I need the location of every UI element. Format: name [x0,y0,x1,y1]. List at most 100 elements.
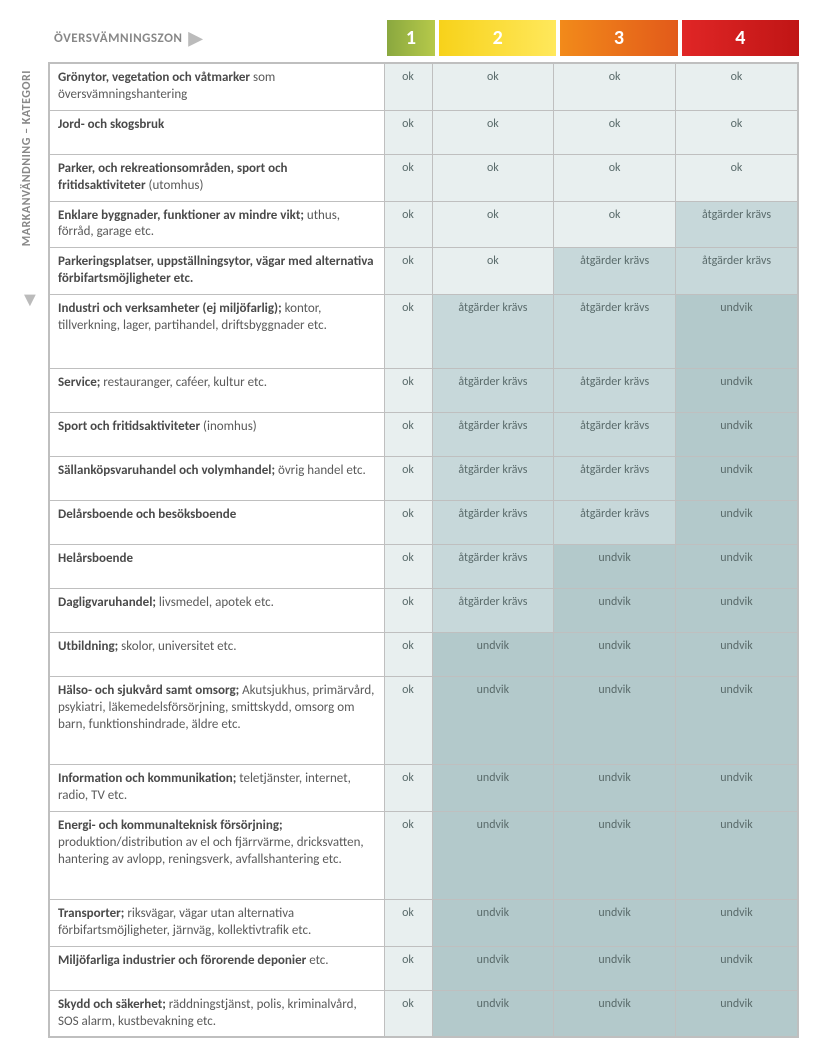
row-label-bold: Sport och fritidsaktiviteter [58,419,200,434]
cell-zone-4: ok [676,154,799,201]
arrow-right-icon: ▶ [188,29,202,47]
table-row: Energi- och kommunalteknisk försörjning;… [49,811,798,899]
table-row: Enklare byggnader, funktioner av mindre … [49,201,798,248]
cell-zone-4: undvik [676,295,799,369]
cell-zone-4: undvik [676,677,799,765]
cell-zone-2: undvik [432,633,554,677]
row-label-bold: Sällanköpsvaruhandel och volymhandel; [58,463,275,478]
cell-zone-3: undvik [554,589,676,633]
row-label-bold: Transporter; [58,906,124,921]
cell-zone-3: undvik [554,811,676,899]
cell-zone-4: undvik [676,501,799,545]
cell-zone-3: ok [554,201,676,248]
cell-zone-1: ok [384,63,432,110]
cell-zone-2: åtgärder krävs [432,295,554,369]
cell-zone-4: ok [676,63,799,110]
row-label-bold: Information och kommunikation; [58,771,236,786]
cell-zone-4: undvik [676,369,799,413]
row-label: Sport och fritidsaktiviteter (inomhus) [49,413,384,457]
cell-zone-4: åtgärder krävs [676,248,799,295]
cell-zone-2: ok [432,110,554,154]
cell-zone-2: åtgärder krävs [432,457,554,501]
cell-zone-3: åtgärder krävs [554,295,676,369]
cell-zone-3: undvik [554,765,676,812]
table-row: Information och kommunikation; teletjäns… [49,765,798,812]
cell-zone-4: undvik [676,545,799,589]
cell-zone-1: ok [384,154,432,201]
row-label-rest: produktion/distribution av el och fjärrv… [58,835,364,867]
cell-zone-1: ok [384,110,432,154]
cell-zone-2: undvik [432,677,554,765]
row-label: Skydd och säkerhet; räddningstjänst, pol… [49,990,384,1037]
cell-zone-4: undvik [676,990,799,1037]
table-row: Transporter; riksvägar, vägar utan alter… [49,899,798,946]
row-label: Energi- och kommunalteknisk försörjning;… [49,811,384,899]
row-label-bold: Helårsboende [58,551,133,566]
cell-zone-2: åtgärder krävs [432,589,554,633]
table-row: Parker, och rekreationsområden, sport oc… [49,154,798,201]
cell-zone-1: ok [384,248,432,295]
table-row: Helårsboendeokåtgärder krävsundvikundvik [49,545,798,589]
cell-zone-4: undvik [676,899,799,946]
cell-zone-3: undvik [554,545,676,589]
cell-zone-2: ok [432,154,554,201]
zone-header-3: 3 [560,20,677,56]
cell-zone-1: ok [384,633,432,677]
table-row: Utbildning; skolor, universitet etc.okun… [49,633,798,677]
cell-zone-3: åtgärder krävs [554,413,676,457]
zone-header-1: 1 [387,20,435,56]
cell-zone-4: ok [676,110,799,154]
row-label: Industri och verksamheter (ej miljöfarli… [49,295,384,369]
cell-zone-4: undvik [676,633,799,677]
row-label-rest: övrig handel etc. [275,463,366,478]
row-label-bold: Utbildning; [58,639,118,654]
header-row: ÖVERSVÄMNINGSZON ▶ 1234 [48,20,799,56]
table-row: Sällanköpsvaruhandel och volymhandel; öv… [49,457,798,501]
cell-zone-2: ok [432,201,554,248]
row-label-rest: skolor, universitet etc. [118,639,236,654]
cell-zone-3: åtgärder krävs [554,369,676,413]
table-row: Skydd och säkerhet; räddningstjänst, pol… [49,990,798,1037]
cell-zone-4: undvik [676,457,799,501]
cell-zone-1: ok [384,811,432,899]
cell-zone-1: ok [384,457,432,501]
cell-zone-2: åtgärder krävs [432,369,554,413]
row-label: Hälso- och sjukvård samt omsorg; Akutsju… [49,677,384,765]
row-label: Service; restauranger, caféer, kultur et… [49,369,384,413]
cell-zone-1: ok [384,501,432,545]
cell-zone-1: ok [384,295,432,369]
cell-zone-3: ok [554,110,676,154]
row-label: Parker, och rekreationsområden, sport oc… [49,154,384,201]
cell-zone-1: ok [384,677,432,765]
row-label: Jord- och skogsbruk [49,110,384,154]
cell-zone-4: undvik [676,589,799,633]
row-label: Dagligvaruhandel; livsmedel, apotek etc. [49,589,384,633]
cell-zone-3: åtgärder krävs [554,501,676,545]
row-label-bold: Grönytor, vegetation och våtmarker [58,70,250,85]
row-label: Parkeringsplatser, uppställningsytor, vä… [49,248,384,295]
table-row: Hälso- och sjukvård samt omsorg; Akutsju… [49,677,798,765]
cell-zone-1: ok [384,201,432,248]
row-label: Enklare byggnader, funktioner av mindre … [49,201,384,248]
cell-zone-1: ok [384,899,432,946]
cell-zone-4: undvik [676,413,799,457]
cell-zone-3: åtgärder krävs [554,457,676,501]
row-label-rest: (utomhus) [146,178,204,193]
cell-zone-1: ok [384,545,432,589]
cell-zone-3: undvik [554,633,676,677]
table-row: Industri och verksamheter (ej miljöfarli… [49,295,798,369]
cell-zone-4: undvik [676,811,799,899]
row-label: Transporter; riksvägar, vägar utan alter… [49,899,384,946]
cell-zone-2: ok [432,63,554,110]
row-label: Sällanköpsvaruhandel och volymhandel; öv… [49,457,384,501]
table-row: Delårsboende och besöksboendeokåtgärder … [49,501,798,545]
row-label-bold: Skydd och säkerhet; [58,997,166,1012]
cell-zone-2: åtgärder krävs [432,501,554,545]
cell-zone-3: ok [554,154,676,201]
row-label: Delårsboende och besöksboende [49,501,384,545]
zone-header-4: 4 [682,20,799,56]
cell-zone-2: undvik [432,765,554,812]
cell-zone-1: ok [384,369,432,413]
cell-zone-2: undvik [432,990,554,1037]
row-label: Grönytor, vegetation och våtmarker som ö… [49,63,384,110]
